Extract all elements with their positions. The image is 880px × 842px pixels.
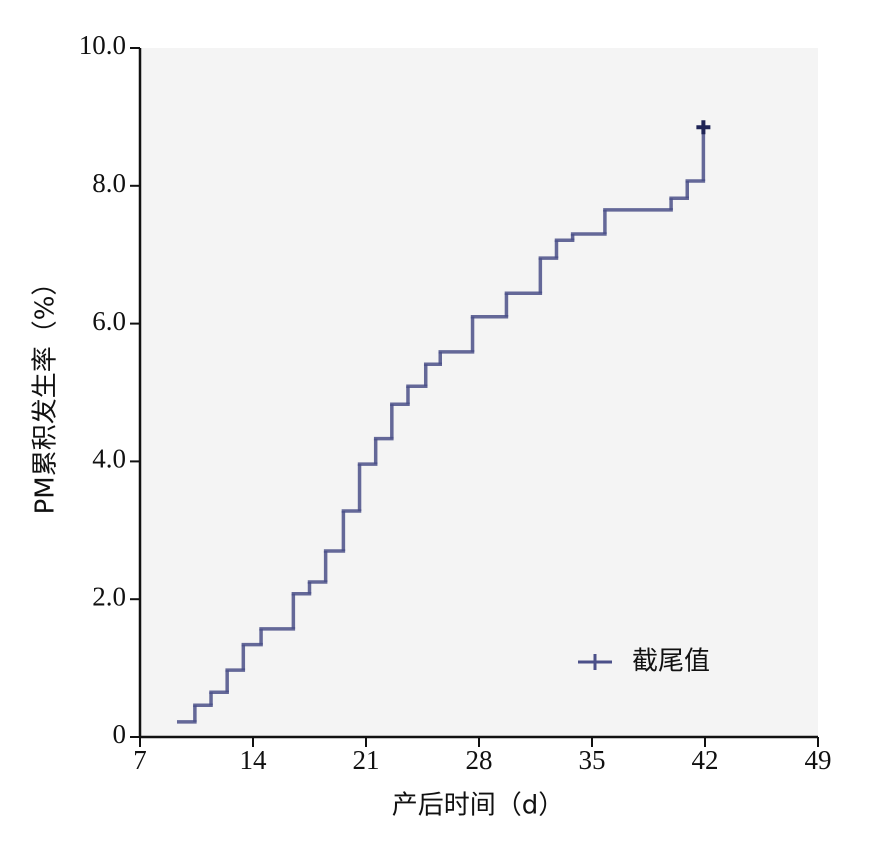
- x-tick-label: 28: [466, 745, 493, 775]
- x-tick-label: 49: [805, 745, 832, 775]
- y-tick-label: 0: [113, 719, 127, 749]
- y-tick-label: 6.0: [92, 306, 126, 336]
- plot-background: [140, 48, 818, 737]
- y-axis-label: PM累积发生率（%）: [31, 270, 61, 515]
- x-tick-label: 35: [579, 745, 606, 775]
- y-tick-label: 2.0: [92, 581, 126, 611]
- y-tick-label: 4.0: [92, 444, 126, 474]
- x-tick-label: 21: [353, 745, 380, 775]
- x-tick-label: 14: [240, 745, 268, 775]
- x-tick-label: 42: [692, 745, 719, 775]
- censor-mark: [696, 120, 711, 135]
- legend-label: 截尾值: [632, 647, 710, 677]
- y-tick-label: 8.0: [92, 168, 126, 198]
- y-tick-label: 10.0: [79, 30, 126, 60]
- x-tick-label: 7: [133, 745, 147, 775]
- x-axis-label: 产后时间（d）: [392, 791, 565, 821]
